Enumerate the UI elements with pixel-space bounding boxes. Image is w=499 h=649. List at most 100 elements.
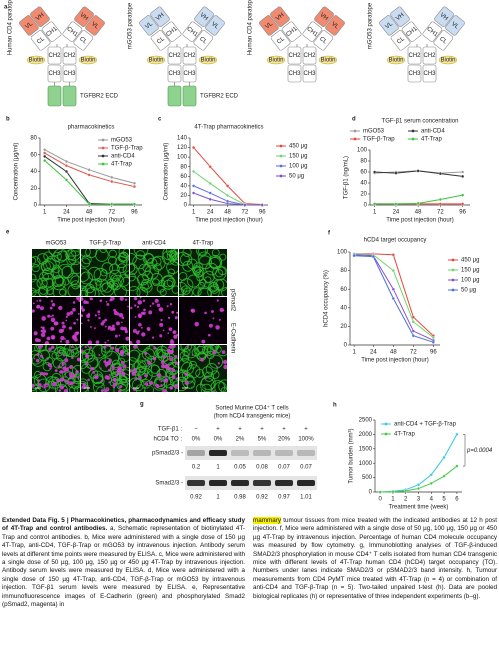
x-axis-label: Treatment time (week) [389, 505, 449, 511]
nuclear-stain [112, 377, 117, 382]
domain-label: VH [439, 12, 449, 22]
nuclear-stain [174, 316, 178, 320]
membrane-stain [209, 284, 220, 294]
nuclear-stain [167, 332, 170, 335]
ihc-image [32, 297, 80, 344]
data-point [371, 255, 375, 259]
nuclear-stain [76, 318, 79, 321]
data-point [208, 165, 212, 169]
nuclear-stain [72, 382, 75, 385]
membrane-stain [139, 281, 149, 291]
ihc-image: 10 μm [130, 345, 178, 392]
nuclear-stain [162, 388, 167, 392]
legend-label: 4T-Trap [394, 432, 415, 438]
nuclear-stain [159, 334, 163, 338]
nuclear-stain [160, 380, 163, 383]
data-point [43, 159, 47, 163]
data-point [64, 159, 68, 164]
nuclear-stain [84, 300, 86, 303]
membrane-stain [70, 275, 80, 288]
nuclear-stain [81, 322, 83, 325]
nuclear-stain [89, 346, 93, 349]
nuclear-stain [171, 368, 176, 373]
nuclear-stain [205, 355, 208, 358]
band-intensity: 1 [216, 495, 220, 501]
nuclear-stain [59, 377, 65, 382]
nuclear-stain [78, 299, 80, 302]
ihc-image: 10 μm [179, 345, 227, 392]
nuclear-stain [73, 321, 76, 325]
nuclear-stain [104, 325, 107, 328]
membrane-stain [219, 253, 227, 261]
nuclear-stain [173, 384, 178, 389]
membrane-stain [165, 249, 178, 257]
domain-label: CL [438, 36, 448, 46]
nuclear-stain [144, 373, 148, 378]
blot-band [297, 480, 315, 486]
nuclear-stain [160, 318, 163, 322]
x-tick-label: 72 [410, 350, 417, 356]
caption-highlight: mammary [253, 517, 281, 524]
nuclear-stain [61, 362, 65, 366]
membrane-stain [133, 359, 147, 373]
nuclear-stain [151, 336, 155, 339]
domain [205, 15, 225, 36]
membrane-stain [120, 276, 129, 291]
chart-title: pharmacokinetics [68, 125, 115, 131]
data-point [391, 269, 395, 273]
domain [62, 46, 77, 65]
data-point [192, 146, 196, 150]
membrane-stain [95, 278, 109, 292]
ihc-image [130, 297, 178, 344]
legend-label: 450 μg [461, 258, 479, 264]
data-point [64, 169, 68, 174]
data-point [110, 175, 114, 179]
nuclear-stain [41, 316, 46, 321]
nuclear-stain [134, 316, 137, 318]
trap-label: TGFBR2 ECD [200, 94, 239, 100]
membrane-stain [182, 375, 196, 389]
membrane-stain [153, 378, 166, 391]
membrane-stain [122, 264, 129, 276]
nuclear-stain [65, 315, 68, 318]
nuclear-stain [172, 331, 175, 334]
blot-band [253, 480, 271, 486]
nuclear-stain [158, 308, 162, 311]
data-point [378, 490, 382, 494]
data-point [438, 172, 442, 176]
y-tick-label: 120 [177, 145, 188, 151]
nuclear-stain [75, 370, 79, 374]
membrane-stain [207, 345, 218, 355]
membrane-stain [146, 257, 158, 269]
nuclear-stain [47, 363, 52, 368]
membrane-stain [193, 262, 204, 273]
nuclear-stain [81, 349, 84, 353]
y-axis-label: Tumor burden (mm³) [349, 428, 355, 483]
nuclear-stain [144, 382, 149, 387]
data-point [461, 170, 465, 174]
nuclear-stain [69, 311, 74, 315]
y-tick-label: 60 [30, 152, 37, 158]
membrane-stain [81, 289, 89, 296]
ihc-image [81, 297, 129, 344]
legend-label: anti-CD4 + TGF-β-Trap [394, 422, 457, 428]
data-point [438, 202, 442, 206]
domain-label: CH3 [63, 71, 76, 77]
nuclear-stain [121, 321, 123, 324]
band-intensity: 0.08 [256, 465, 268, 471]
nuclear-stain [151, 302, 155, 305]
data-point [391, 287, 395, 291]
nuclear-stain [171, 345, 176, 349]
y-tick-label: 0 [184, 203, 188, 209]
data-point [394, 171, 398, 175]
nuclear-stain [149, 305, 152, 308]
image-background [32, 297, 80, 344]
nuclear-stain [121, 368, 124, 371]
row-cell: + [216, 427, 220, 433]
membrane-stain [208, 256, 221, 270]
nuclear-stain [134, 304, 137, 307]
nuclear-stain [46, 357, 49, 360]
annotation: p=0.0004 [466, 448, 493, 454]
